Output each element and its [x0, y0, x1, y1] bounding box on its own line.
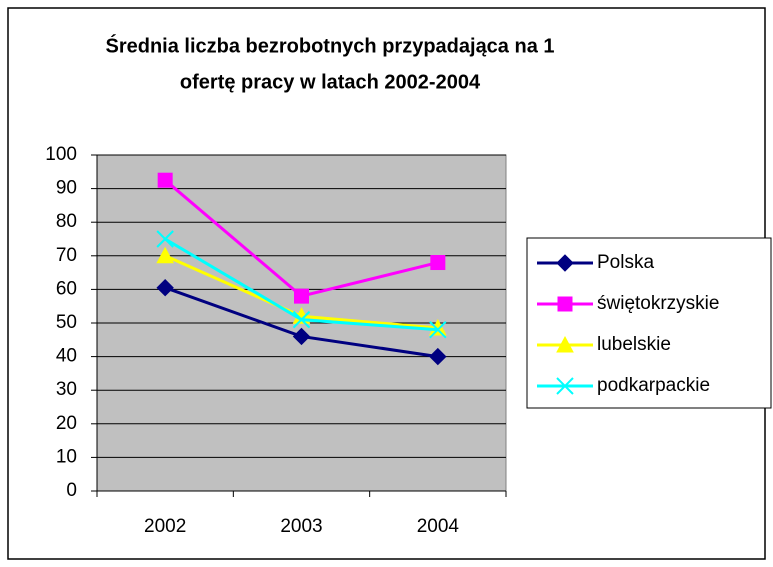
y-tick-label: 20 [56, 413, 77, 434]
point-marker [156, 230, 174, 248]
legend-label: podkarpackie [597, 375, 710, 396]
legend-marker [556, 254, 574, 272]
legend-marker [556, 377, 574, 395]
x-tick-label: 2004 [417, 516, 460, 537]
legend-label: Polska [597, 252, 654, 273]
y-tick-label: 40 [56, 346, 77, 367]
legend-label: świętokrzyskie [597, 293, 719, 314]
point-marker [156, 246, 175, 264]
y-tick-label: 90 [56, 178, 77, 199]
x-tick-label: 2003 [280, 516, 322, 537]
y-tick-label: 0 [66, 480, 77, 501]
legend-marker [556, 335, 574, 353]
y-tick-label: 100 [45, 144, 77, 165]
y-tick-label: 30 [56, 379, 77, 400]
point-marker [429, 318, 447, 336]
point-marker [292, 310, 311, 329]
chart-title: Średnia liczba bezrobotnych przypadająca… [105, 33, 554, 57]
point-marker [429, 321, 447, 339]
point-marker [429, 347, 447, 366]
y-tick-label: 80 [56, 211, 77, 232]
y-tick-label: 10 [56, 446, 77, 467]
point-marker [292, 327, 311, 346]
x-tick-label: 2002 [144, 516, 186, 537]
point-marker [294, 288, 309, 304]
point-marker [157, 172, 173, 188]
y-tick-label: 70 [56, 245, 77, 266]
y-tick-label: 50 [56, 312, 77, 333]
y-tick-label: 60 [56, 278, 77, 299]
legend-label: lubelskie [597, 334, 671, 355]
point-marker [156, 279, 174, 297]
chart-title: ofertę pracy w latach 2002-2004 [180, 71, 481, 93]
point-marker [430, 255, 446, 271]
legend-marker [557, 296, 573, 312]
